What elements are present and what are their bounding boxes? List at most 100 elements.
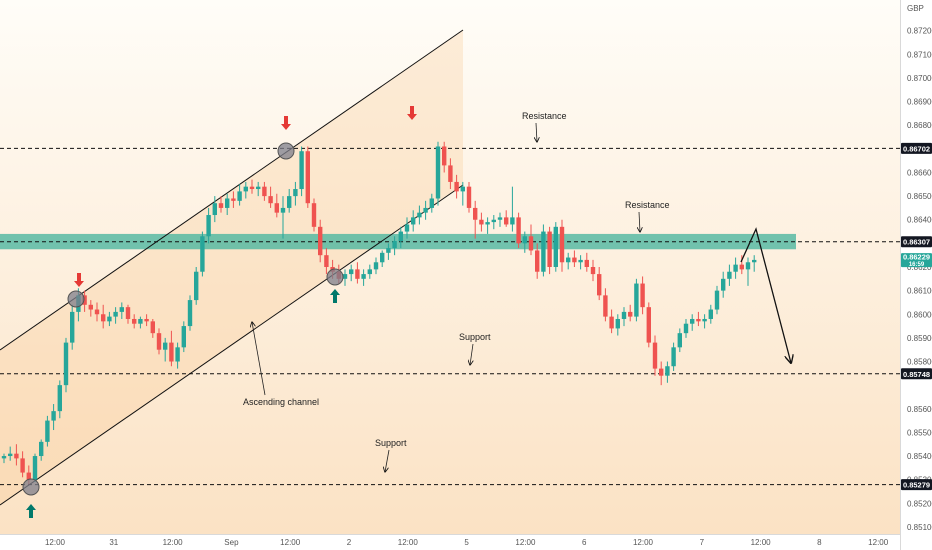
candle-body [32,456,38,480]
candle-body [45,420,50,442]
candle-body [491,219,496,223]
candle [603,288,608,322]
markers [22,106,417,518]
candle [417,205,422,225]
candle [101,304,106,329]
candle-body [628,311,633,317]
candle [429,193,434,213]
candle [305,146,310,208]
x-tick-label: 12:00 [868,538,889,547]
candle-body [690,318,695,324]
candle-body [442,146,447,166]
candle [510,186,515,232]
candle-body [181,326,186,348]
x-tick-label: 12:00 [515,538,536,547]
candle [150,318,155,338]
candle [94,302,100,322]
candle [70,304,75,350]
candle [696,311,701,327]
candle [485,217,490,234]
price-badge: 0.86702 [901,142,932,154]
time-axis: 12:00 31 12:00 Sep 12:00 2 12:00 5 12:00 6 12:00 7 1… [45,538,889,547]
candle-body [380,252,385,263]
candle [57,380,62,419]
candle [590,259,596,282]
candle-body [249,186,255,190]
candle [442,141,447,173]
candle-body [324,255,329,267]
candles [1,141,757,485]
candle [497,212,503,227]
candle [293,181,298,206]
candle-body [20,458,25,473]
candle [125,304,131,324]
candle-body [640,283,645,308]
annotation-pointer [470,343,473,365]
candle-body [547,231,552,267]
candle-body [454,181,459,192]
candle [671,342,676,371]
candle [386,243,391,260]
candle [733,257,738,279]
annotation-pointer [536,122,537,142]
up-arrow-icon [330,289,340,303]
candle [535,243,540,279]
candle [380,250,385,267]
candle [628,304,633,322]
candle [169,330,174,367]
candle [559,219,565,272]
candle [156,328,162,355]
price-badge-label: 0.86702 [903,144,930,153]
candle [1,453,7,464]
candle-body [404,224,410,232]
candle [243,181,248,199]
candle [361,269,366,286]
price-badge-label: 0.86229 [903,253,930,262]
resistance-label: Resistance [625,200,670,210]
candle-body [200,236,205,272]
candle-body [14,453,19,459]
candle-body [280,207,286,213]
candle-body [262,186,267,197]
candle [541,224,546,277]
candle [144,314,149,327]
candle-body [231,198,236,201]
candle-body [727,271,732,279]
candle [373,257,379,275]
candle [20,451,25,478]
candle [119,302,124,319]
candle-body [497,217,503,220]
candle-body [485,222,490,225]
candle [163,337,168,362]
candle-body [194,271,199,301]
candle [516,212,521,249]
down-arrow-icon [74,273,84,287]
candle-body [572,257,577,263]
candle-body [733,264,738,272]
x-tick-label: 12:00 [280,538,301,547]
candle [752,255,757,272]
candle-body [119,307,124,312]
candle-body [522,236,527,244]
x-tick-label: 12:00 [751,538,772,547]
level-lines [0,147,900,486]
candle-body [355,269,360,279]
candle [175,342,180,369]
candle-body [361,274,366,279]
annotations: Resistance Resistance Support Support Ascend… [243,111,791,472]
candle-body [559,226,565,263]
candle-body [603,295,608,317]
price-badge: 0.85748 [901,368,932,380]
candle-body [578,259,583,263]
price-badge-bg [901,253,932,268]
candle [280,196,286,239]
annotation-pointer [639,211,640,232]
candle-body [218,203,224,208]
candle [237,184,242,206]
candle-body [82,295,87,305]
candle-body [516,217,521,244]
candle [299,146,304,197]
